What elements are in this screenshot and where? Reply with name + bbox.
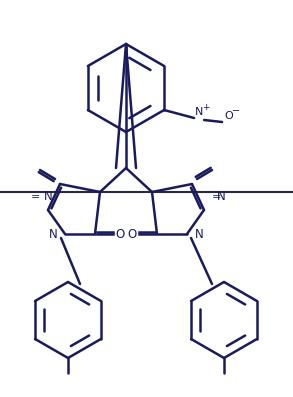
Text: =: = [212, 192, 222, 202]
Text: N: N [217, 191, 226, 204]
Text: N: N [195, 227, 203, 241]
Text: O: O [115, 227, 124, 241]
Text: N: N [49, 227, 57, 241]
Text: N: N [44, 191, 53, 204]
Text: −: − [232, 106, 240, 116]
Text: N: N [195, 107, 203, 117]
Text: O: O [128, 227, 137, 241]
Text: +: + [202, 103, 209, 112]
Text: O: O [224, 111, 233, 121]
Text: =: = [31, 192, 40, 202]
